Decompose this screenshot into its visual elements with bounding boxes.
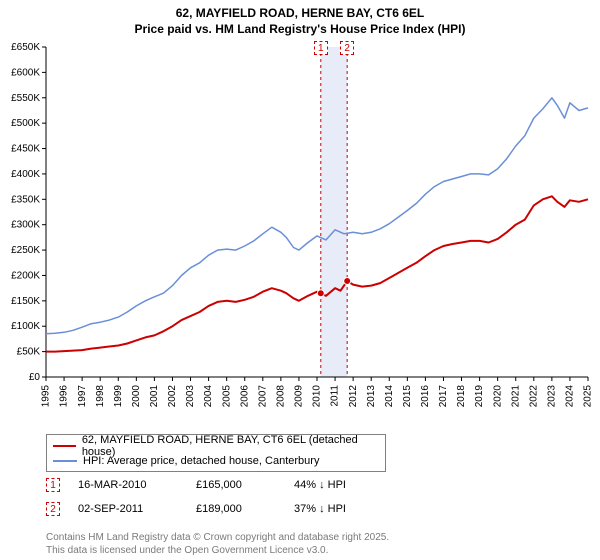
svg-text:2010: 2010 [312,385,323,408]
svg-text:£150K: £150K [11,296,40,307]
sale-date: 02-SEP-2011 [78,503,178,515]
sale-price: £189,000 [196,503,276,515]
sale-marker-box: 2 [46,502,60,516]
svg-text:2004: 2004 [203,385,214,408]
svg-text:2011: 2011 [330,385,341,407]
svg-text:2006: 2006 [239,385,250,408]
svg-text:2013: 2013 [366,385,377,408]
svg-text:2017: 2017 [438,385,449,408]
svg-text:£500K: £500K [11,118,40,129]
svg-text:£600K: £600K [11,68,40,79]
svg-text:2014: 2014 [384,385,395,408]
sale-hpi-delta: 44% ↓ HPI [294,479,384,491]
svg-text:£0: £0 [29,372,41,383]
sale-marker-1: 1 [314,41,328,55]
sale-marker-2: 2 [340,41,354,55]
svg-text:2019: 2019 [474,385,485,408]
price-chart: £0 £50K £100K £150K £200K £250K £300K £350K £400… [0,37,600,427]
title-line-1: 62, MAYFIELD ROAD, HERNE BAY, CT6 6EL [0,6,600,22]
svg-text:1998: 1998 [95,385,106,408]
sale-marker-box: 1 [46,478,60,492]
footer-line-1: Contains HM Land Registry data © Crown c… [46,532,389,545]
chart-svg: £0 £50K £100K £150K £200K £250K £300K £350K £400… [0,37,600,427]
legend: 62, MAYFIELD ROAD, HERNE BAY, CT6 6EL (d… [46,434,386,472]
sale-price: £165,000 [196,479,276,491]
svg-text:£300K: £300K [11,220,40,231]
legend-row: 62, MAYFIELD ROAD, HERNE BAY, CT6 6EL (d… [53,438,379,453]
svg-text:2000: 2000 [131,385,142,408]
svg-text:£350K: £350K [11,194,40,205]
sale-date: 16-MAR-2010 [78,479,178,491]
svg-text:£50K: £50K [17,347,41,358]
svg-text:2003: 2003 [185,385,196,408]
svg-text:1995: 1995 [41,385,52,408]
svg-text:£450K: £450K [11,144,40,155]
svg-text:£200K: £200K [11,271,40,282]
legend-swatch [53,445,76,447]
footer-line-2: This data is licensed under the Open Gov… [46,545,389,558]
svg-text:£250K: £250K [11,245,40,256]
svg-text:2025: 2025 [583,385,594,408]
legend-swatch [53,460,77,462]
svg-text:2001: 2001 [149,385,160,408]
sale-row: 2 02-SEP-2011 £189,000 37% ↓ HPI [46,502,384,516]
footer-attribution: Contains HM Land Registry data © Crown c… [46,532,389,557]
svg-text:2024: 2024 [565,385,576,408]
svg-text:£650K: £650K [11,42,40,53]
svg-text:2012: 2012 [348,385,359,408]
svg-text:2022: 2022 [528,385,539,408]
sale-row: 1 16-MAR-2010 £165,000 44% ↓ HPI [46,478,384,492]
svg-text:£550K: £550K [11,93,40,104]
svg-text:2018: 2018 [456,385,467,408]
svg-text:1996: 1996 [59,385,70,408]
sale-hpi-delta: 37% ↓ HPI [294,503,384,515]
svg-text:2015: 2015 [402,385,413,408]
svg-text:2002: 2002 [167,385,178,408]
title-line-2: Price paid vs. HM Land Registry's House … [0,22,600,38]
chart-title: 62, MAYFIELD ROAD, HERNE BAY, CT6 6EL Pr… [0,0,600,37]
svg-text:2005: 2005 [221,385,232,408]
svg-text:1999: 1999 [113,385,124,408]
svg-text:£400K: £400K [11,169,40,180]
svg-text:2021: 2021 [510,385,521,408]
svg-text:£100K: £100K [11,321,40,332]
svg-text:2008: 2008 [276,385,287,408]
svg-text:2016: 2016 [420,385,431,408]
svg-text:2023: 2023 [547,385,558,408]
svg-text:1997: 1997 [77,385,88,408]
svg-text:2020: 2020 [492,385,503,408]
legend-label: HPI: Average price, detached house, Cant… [83,455,319,467]
svg-text:2009: 2009 [294,385,305,408]
svg-text:2007: 2007 [257,385,268,408]
